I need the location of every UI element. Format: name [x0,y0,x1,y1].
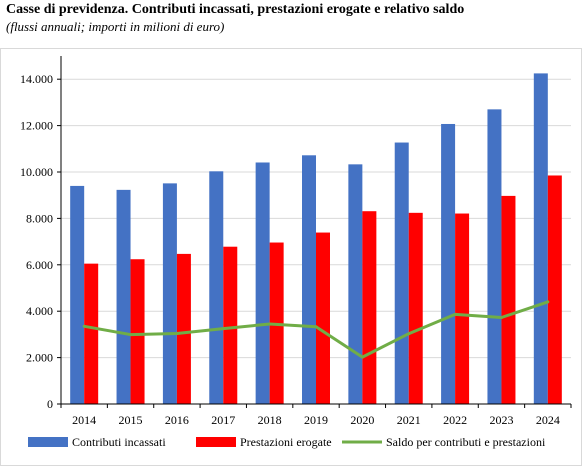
legend-prestazioni-swatch [196,437,236,447]
legend-saldo: Saldo per contributi e prestazioni [342,435,546,449]
y-tick-label: 8.000 [26,211,53,225]
bars [70,73,562,405]
bar-contributi [394,142,409,404]
bar-contributi [209,171,224,404]
saldo-point [546,300,550,304]
bar-prestazioni [130,259,145,404]
legend-contributi-swatch [28,437,68,447]
saldo-point [268,322,272,326]
bar-prestazioni [84,263,99,404]
saldo-point [314,325,318,329]
x-tick-label: 2015 [119,413,143,427]
x-tick-label: 2021 [397,413,421,427]
bar-prestazioni [408,212,423,404]
chart-title: Casse di previdenza. Contributi incassat… [6,2,465,17]
x-tick-label: 2017 [211,413,235,427]
saldo-point [499,315,503,319]
bar-contributi [487,109,502,405]
bar-prestazioni [501,195,516,404]
saldo-point [175,331,179,335]
saldo-point [360,355,364,359]
bar-prestazioni [176,253,191,404]
saldo-point [82,324,86,328]
x-tick-label: 2016 [165,413,189,427]
bar-prestazioni [362,211,377,404]
legend-prestazioni-label: Prestazioni erogate [240,435,332,449]
legend-contributi: Contributi incassati [28,435,166,449]
bar-prestazioni [547,175,562,404]
saldo-point [453,312,457,316]
x-tick-label: 2014 [72,413,96,427]
bar-contributi [255,162,270,404]
legend: Contributi incassati Prestazioni erogate S… [28,435,546,449]
tick-labels: 0 2.000 4.000 6.000 8.000 10.000 12.000 14.000 2… [20,72,560,427]
legend-prestazioni: Prestazioni erogate [196,435,332,449]
x-tick-label: 2024 [536,413,560,427]
x-tick-label: 2023 [489,413,513,427]
legend-contributi-label: Contributi incassati [72,435,166,449]
y-tick-label: 12.000 [20,119,53,133]
x-tick-label: 2022 [443,413,467,427]
y-tick-label: 10.000 [20,165,53,179]
bar-contributi [533,73,548,405]
bar-prestazioni [455,213,470,404]
bar-contributi [441,123,456,404]
x-tick-label: 2020 [350,413,374,427]
y-tick-label: 4.000 [26,304,53,318]
y-tick-label: 6.000 [26,258,53,272]
chart-subtitle: (flussi annuali; importi in milioni di e… [6,19,225,34]
axes [57,56,572,408]
y-tick-label: 2.000 [26,351,53,365]
bar-contributi [302,155,316,404]
x-tick-label: 2018 [258,413,282,427]
bar-contributi [162,183,177,404]
y-tick-label: 14.000 [20,72,53,86]
bar-prestazioni [316,232,330,404]
saldo-line-group [82,300,550,359]
bar-prestazioni [223,246,238,404]
bar-contributi [70,185,85,404]
saldo-point [129,333,133,337]
y-tick-label: 0 [47,397,53,411]
chart-frame [0,48,582,466]
saldo-point [221,327,225,331]
bar-contributi [348,164,363,404]
bar-contributi [116,189,131,404]
x-tick-label: 2019 [304,413,328,427]
saldo-point [407,332,411,336]
legend-saldo-label: Saldo per contributi e prestazioni [386,435,546,449]
